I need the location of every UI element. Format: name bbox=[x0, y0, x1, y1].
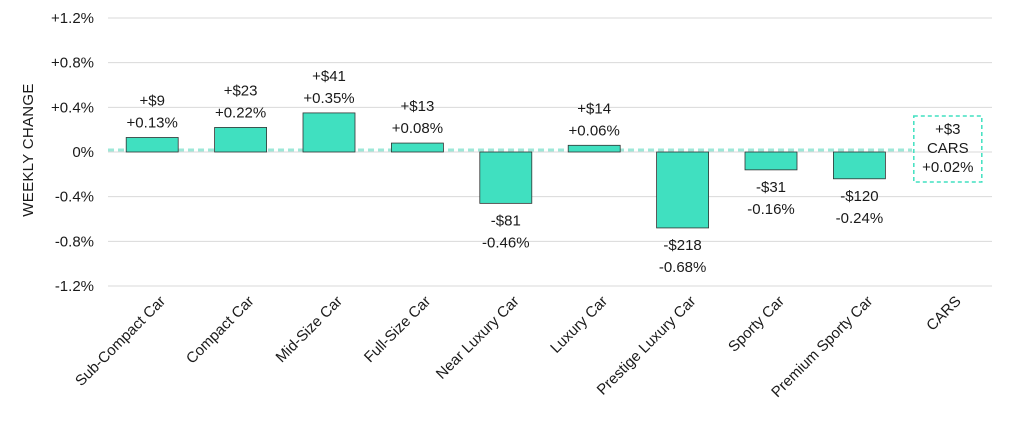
percent-change-label: +0.06% bbox=[569, 122, 620, 139]
category-label: Sub-Compact Car bbox=[72, 293, 169, 390]
bar bbox=[479, 151, 533, 204]
bar bbox=[833, 151, 886, 180]
category-label: Sporty Car bbox=[725, 293, 788, 356]
bar bbox=[656, 151, 709, 229]
y-axis-ticks: +1.2% +0.8% +0.4% 0% -0.4% -0.8% -1.2% bbox=[51, 10, 94, 295]
category-label: Premium Sporty Car bbox=[768, 293, 876, 401]
category-label: CARS bbox=[923, 293, 964, 334]
bar bbox=[214, 127, 268, 153]
percent-change-label: +0.13% bbox=[127, 114, 178, 131]
y-tick-label: 0% bbox=[72, 144, 94, 161]
y-tick-label: +1.2% bbox=[51, 10, 94, 27]
dollar-change-label: +$14 bbox=[577, 100, 611, 117]
y-tick-label: +0.4% bbox=[51, 99, 94, 116]
dollar-change-label: -$31 bbox=[756, 179, 786, 196]
summary-percent-label: +0.02% bbox=[922, 159, 973, 176]
bar bbox=[302, 112, 356, 153]
bars bbox=[125, 112, 983, 229]
dollar-change-label: +$13 bbox=[401, 98, 435, 115]
summary-name-label: CARS bbox=[927, 140, 969, 157]
category-label: Full-Size Car bbox=[361, 293, 434, 366]
dollar-change-label: -$120 bbox=[840, 188, 878, 205]
summary-box bbox=[913, 115, 983, 183]
percent-change-label: -0.24% bbox=[836, 210, 884, 227]
category-label: Near Luxury Car bbox=[433, 293, 523, 383]
y-tick-label: -1.2% bbox=[55, 278, 94, 295]
percent-change-label: +0.35% bbox=[303, 90, 354, 107]
category-label: Compact Car bbox=[183, 293, 258, 368]
dollar-change-label: +$9 bbox=[139, 92, 164, 109]
category-label: Mid-Size Car bbox=[273, 293, 346, 366]
percent-change-label: +0.08% bbox=[392, 120, 443, 137]
category-label: Prestige Luxury Car bbox=[594, 293, 700, 399]
percent-change-label: -0.68% bbox=[659, 259, 707, 276]
percent-change-label: -0.16% bbox=[747, 201, 795, 218]
dollar-change-label: +$41 bbox=[312, 68, 346, 85]
data-labels: +$9 +0.13% +$23 +0.22% +$41 +0.35% +$13 +0.08% -… bbox=[127, 68, 974, 276]
dollar-change-label: -$218 bbox=[663, 237, 701, 254]
category-label: Luxury Car bbox=[547, 293, 611, 357]
bar bbox=[125, 137, 179, 153]
percent-change-label: +0.22% bbox=[215, 104, 266, 121]
x-axis-categories: Sub-Compact Car Compact Car Mid-Size Car Fu… bbox=[72, 293, 965, 401]
bar bbox=[744, 151, 798, 171]
y-tick-label: -0.8% bbox=[55, 233, 94, 250]
bar bbox=[567, 144, 621, 153]
dollar-change-label: +$23 bbox=[224, 82, 258, 99]
y-tick-label: -0.4% bbox=[55, 189, 94, 206]
percent-change-label: -0.46% bbox=[482, 234, 530, 251]
bar bbox=[390, 142, 444, 153]
dollar-change-label: -$81 bbox=[491, 212, 521, 229]
y-tick-label: +0.8% bbox=[51, 55, 94, 72]
summary-dollar-label: +$3 bbox=[935, 121, 960, 138]
y-axis-title: WEEKLY CHANGE bbox=[20, 83, 37, 216]
